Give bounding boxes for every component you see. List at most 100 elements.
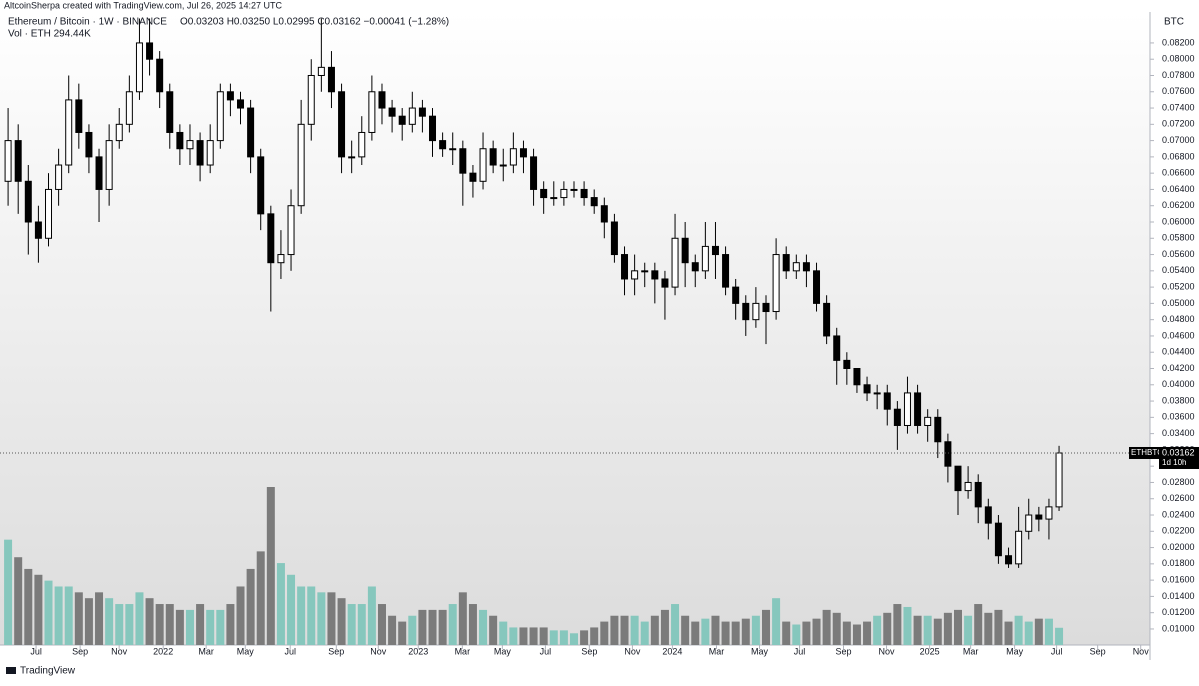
- volume-bar: [499, 621, 508, 645]
- volume-bar: [246, 568, 255, 645]
- volume-bar: [125, 604, 134, 645]
- x-tick-label: Jul: [794, 646, 806, 656]
- volume-readout: Vol · ETH 294.44K: [8, 29, 91, 40]
- candle-body: [257, 156, 265, 215]
- volume-bar: [84, 598, 93, 645]
- volume-bar: [994, 609, 1003, 645]
- symbol-tag-label: ETHBTC: [1131, 448, 1163, 457]
- candle-body: [964, 481, 972, 492]
- symbol-title: Ethereum / Bitcoin · 1W · BINANCE: [8, 17, 167, 28]
- y-tick-label: 0.03400: [1162, 428, 1195, 438]
- volume-bar: [812, 618, 821, 645]
- candle-body: [509, 148, 517, 166]
- y-tick-label: 0.02600: [1162, 493, 1195, 503]
- candle-body: [752, 302, 760, 321]
- x-tick-label: Jul: [284, 646, 296, 656]
- volume-bar: [701, 618, 710, 645]
- volume-bar: [903, 606, 912, 645]
- candle-body: [226, 91, 234, 101]
- volume-bar: [74, 592, 83, 645]
- candle-body: [519, 148, 527, 158]
- candle-body: [469, 172, 477, 182]
- volume-bar: [398, 621, 407, 645]
- volume-bar: [105, 598, 114, 645]
- volume-bar: [852, 624, 861, 645]
- candle-body: [418, 107, 426, 117]
- author-line: AltcoinSherpa created with TradingView.c…: [4, 0, 282, 10]
- y-tick-label: 0.05400: [1162, 265, 1195, 275]
- candle-body: [570, 188, 578, 191]
- volume-bar: [822, 609, 831, 645]
- candle-body: [24, 180, 32, 223]
- y-tick-label: 0.08200: [1162, 37, 1195, 47]
- candle-body: [732, 286, 740, 304]
- volume-bar: [863, 621, 872, 645]
- y-tick-label: 0.02200: [1162, 526, 1195, 536]
- volume-bar: [1024, 621, 1033, 645]
- candle-body: [792, 262, 800, 272]
- volume-bar: [206, 609, 215, 645]
- volume-bar: [943, 612, 952, 645]
- candle-body: [378, 91, 386, 109]
- x-tick-label: May: [1006, 646, 1024, 656]
- candle-body: [338, 91, 346, 158]
- volume-bar: [236, 586, 245, 645]
- y-tick-label: 0.05600: [1162, 249, 1195, 259]
- candle-body: [590, 197, 598, 207]
- volume-bar: [347, 604, 356, 645]
- x-tick-label: Jul: [540, 646, 552, 656]
- x-tick-label: Sep: [581, 646, 597, 656]
- candle-body: [186, 140, 194, 150]
- volume-bar: [216, 609, 225, 645]
- volume-bar: [630, 615, 639, 645]
- y-tick-label: 0.06600: [1162, 168, 1195, 178]
- volume-bar: [620, 615, 629, 645]
- x-tick-label: 2022: [153, 646, 173, 656]
- y-tick-label: 0.06400: [1162, 184, 1195, 194]
- volume-bar: [428, 609, 437, 645]
- candle-body: [772, 254, 780, 313]
- volume-bar: [256, 551, 265, 645]
- candle-body: [641, 270, 649, 273]
- x-tick-label: Sep: [72, 646, 88, 656]
- candle-body: [722, 254, 730, 288]
- volume-bar: [317, 592, 326, 645]
- volume-bar: [893, 604, 902, 645]
- y-tick-label: 0.04600: [1162, 330, 1195, 340]
- volume-bar: [580, 630, 589, 645]
- volume-bar: [964, 615, 973, 645]
- candle-body: [479, 148, 487, 182]
- volume-bar: [44, 580, 53, 645]
- y-tick-label: 0.05200: [1162, 281, 1195, 291]
- volume-bar: [489, 615, 498, 645]
- volume-bar: [842, 621, 851, 645]
- volume-bar: [297, 586, 306, 645]
- candle-body: [439, 140, 447, 150]
- volume-bar: [751, 615, 760, 645]
- volume-bar: [741, 618, 750, 645]
- volume-bar: [802, 621, 811, 645]
- candle-body: [216, 91, 224, 142]
- candle-body: [85, 131, 93, 158]
- x-tick-label: Mar: [709, 646, 725, 656]
- volume-bar: [1034, 618, 1043, 645]
- volume-bar: [337, 598, 346, 645]
- volume-bar: [974, 604, 983, 645]
- candle-body: [277, 254, 285, 264]
- candle-body: [1005, 555, 1013, 565]
- volume-bar: [4, 539, 13, 645]
- volume-bar: [196, 604, 205, 645]
- price-tag-label: 0.03162: [1162, 447, 1195, 457]
- volume-bar: [731, 621, 740, 645]
- candle-body: [135, 42, 143, 93]
- volume-bar: [539, 627, 548, 645]
- candle-body: [65, 99, 73, 166]
- y-tick-label: 0.06800: [1162, 151, 1195, 161]
- x-tick-label: Nov: [879, 646, 896, 656]
- volume-bar: [772, 598, 781, 645]
- price-tag: [1159, 446, 1199, 469]
- volume-bar: [54, 586, 63, 645]
- candle-body: [802, 262, 810, 272]
- volume-bar: [832, 612, 841, 645]
- x-tick-label: 2023: [408, 646, 428, 656]
